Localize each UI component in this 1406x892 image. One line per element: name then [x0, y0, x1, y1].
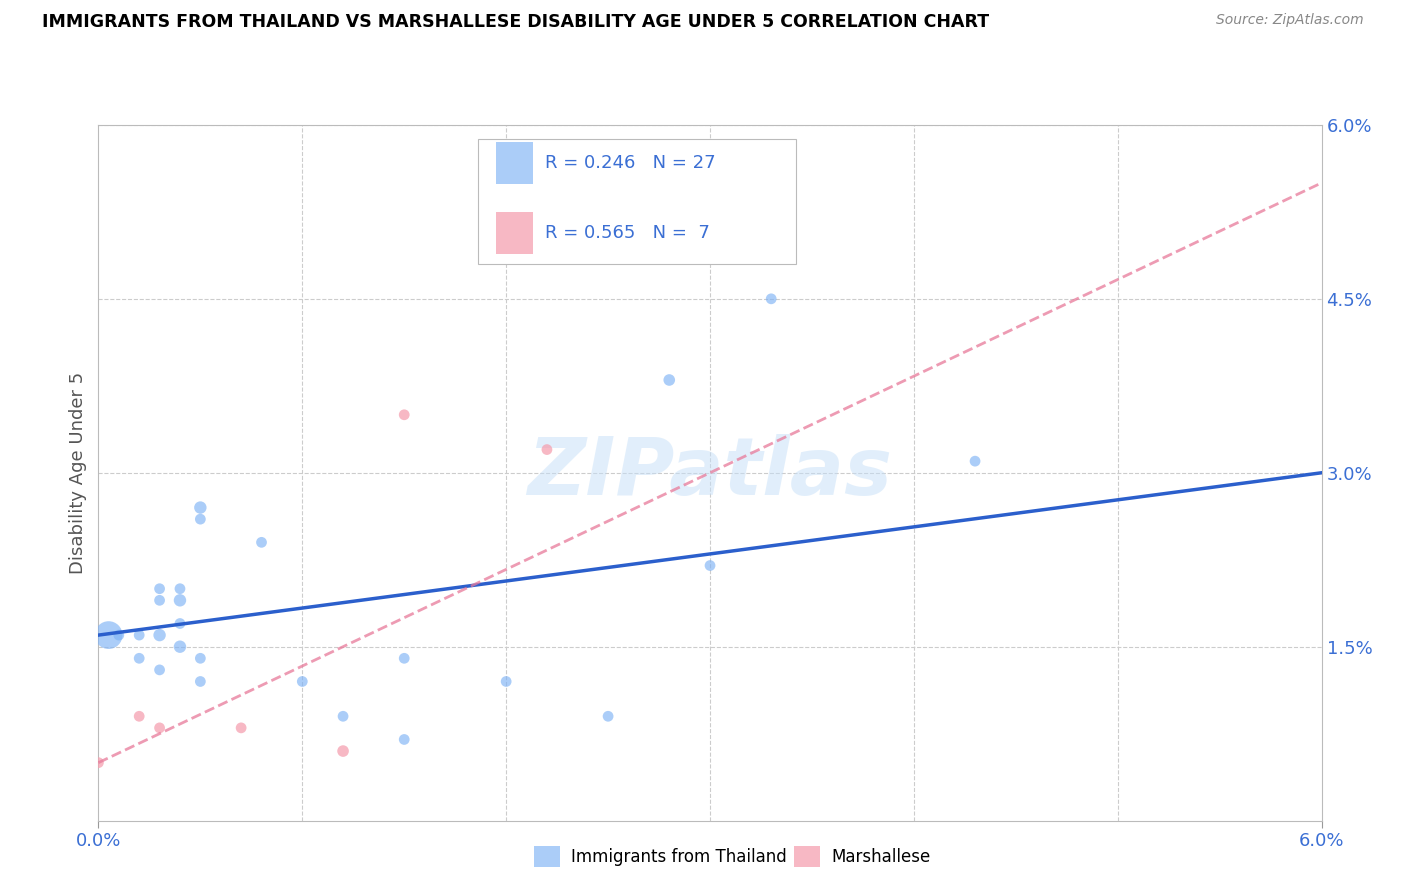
FancyBboxPatch shape — [496, 212, 533, 253]
Text: Marshallese: Marshallese — [831, 847, 931, 865]
Point — [188, 651, 212, 665]
Text: ZIPatlas: ZIPatlas — [527, 434, 893, 512]
Point — [699, 558, 721, 573]
Point — [332, 709, 354, 723]
Point — [128, 651, 150, 665]
Point — [149, 582, 172, 596]
Point — [392, 732, 416, 747]
Point — [169, 582, 191, 596]
Point — [392, 651, 416, 665]
Point — [97, 628, 120, 642]
Text: Source: ZipAtlas.com: Source: ZipAtlas.com — [1216, 13, 1364, 28]
Point — [598, 709, 620, 723]
Point — [188, 512, 212, 526]
Point — [169, 593, 191, 607]
FancyBboxPatch shape — [478, 139, 796, 264]
Point — [128, 628, 150, 642]
Point — [291, 674, 314, 689]
Y-axis label: Disability Age Under 5: Disability Age Under 5 — [69, 372, 87, 574]
Point — [188, 500, 212, 515]
Point — [169, 640, 191, 654]
Point — [392, 408, 416, 422]
Point — [87, 756, 110, 770]
Point — [658, 373, 681, 387]
Point — [250, 535, 273, 549]
Point — [149, 628, 172, 642]
Point — [149, 593, 172, 607]
Text: R = 0.565   N =  7: R = 0.565 N = 7 — [546, 224, 710, 242]
Point — [188, 674, 212, 689]
Point — [495, 674, 517, 689]
Point — [761, 292, 783, 306]
Point — [108, 628, 131, 642]
Point — [149, 663, 172, 677]
Point — [536, 442, 558, 457]
Point — [128, 709, 150, 723]
Point — [231, 721, 253, 735]
Point — [332, 744, 354, 758]
FancyBboxPatch shape — [496, 142, 533, 184]
Text: R = 0.246   N = 27: R = 0.246 N = 27 — [546, 154, 716, 172]
Point — [149, 721, 172, 735]
Text: IMMIGRANTS FROM THAILAND VS MARSHALLESE DISABILITY AGE UNDER 5 CORRELATION CHART: IMMIGRANTS FROM THAILAND VS MARSHALLESE … — [42, 13, 990, 31]
Text: Immigrants from Thailand: Immigrants from Thailand — [571, 847, 787, 865]
Point — [963, 454, 986, 468]
Point — [169, 616, 191, 631]
